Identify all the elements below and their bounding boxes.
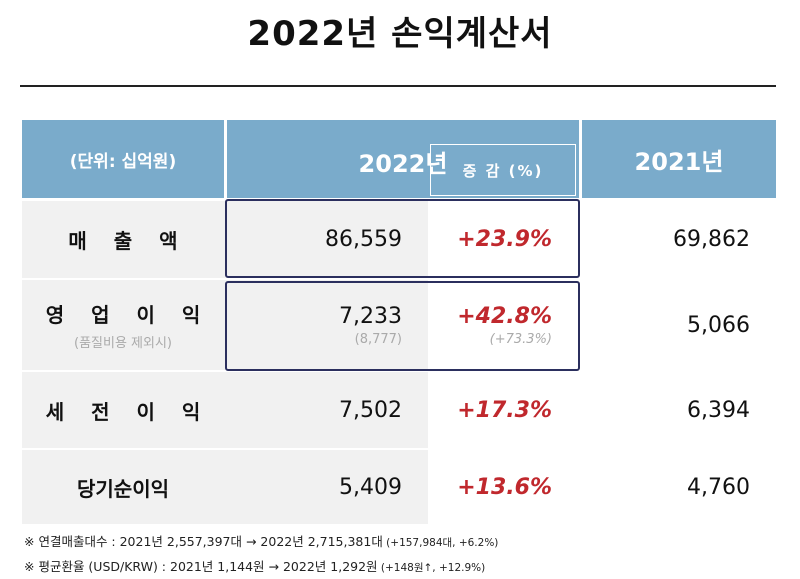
footnote-detail: (+157,984대, +6.2%): [382, 537, 499, 549]
change-value: +42.8%: [457, 303, 552, 329]
row-label-text: 세 전 이 익: [45, 399, 211, 424]
title-divider: [20, 85, 776, 87]
value-2021: 4,760: [687, 474, 750, 500]
header-unit: (단위: 십억원): [22, 120, 224, 198]
row-revenue-2021: 69,862: [582, 201, 776, 278]
row-net-bg: [22, 450, 428, 524]
value-2021: 69,862: [673, 227, 750, 252]
row-pretax-change: +17.3%: [430, 372, 578, 448]
row-revenue-2022: 86,559: [227, 201, 428, 278]
row-net-2021: 4,760: [582, 450, 776, 524]
row-pretax-2022: 7,502: [227, 372, 428, 448]
row-net-label: 당기순이익: [22, 450, 224, 524]
header-year-2022: 2022년: [227, 120, 579, 198]
row-pretax-bg: [22, 372, 428, 448]
row-operating-2022: 7,233 (8,777): [227, 280, 428, 370]
row-net-2022: 5,409: [227, 450, 428, 524]
change-sub: (+73.3%): [489, 331, 552, 347]
change-value: +13.6%: [457, 474, 552, 500]
row-operating-change: +42.8% (+73.3%): [430, 280, 578, 370]
row-operating-label: 영 업 이 익 (품질비용 제외시): [22, 280, 224, 370]
row-net-change: +13.6%: [430, 450, 578, 524]
value-2022: 7,233: [339, 303, 402, 329]
value-2022: 7,502: [339, 397, 402, 423]
highlight-box-revenue: [225, 199, 580, 278]
value-2022: 86,559: [325, 227, 402, 252]
page-title: 2022년 손익계산서: [247, 14, 553, 54]
change-value: +17.3%: [457, 397, 552, 423]
footnote-exchange-rate: ※ 평균환율 (USD/KRW) : 2021년 1,144원 → 2022년 …: [24, 556, 485, 575]
row-label-text: 당기순이익: [77, 476, 169, 501]
footnote-text: ※ 평균환율 (USD/KRW) : 2021년 1,144원 → 2022년 …: [24, 559, 378, 574]
header-year-2021: 2021년: [582, 120, 776, 198]
row-sublabel: (품질비용 제외시): [74, 336, 172, 351]
footnote-sales-volume: ※ 연결매출대수 : 2021년 2,557,397대 → 2022년 2,71…: [24, 531, 498, 550]
row-revenue-label: 매 출 액: [22, 201, 224, 278]
header-change: 증 감 (%): [430, 144, 576, 196]
row-label-text: 영 업 이 익: [45, 303, 211, 327]
change-value: +23.9%: [457, 227, 552, 252]
value-2022: 5,409: [339, 474, 402, 500]
value-2021: 6,394: [687, 397, 750, 423]
value-2022-sub: (8,777): [354, 331, 402, 347]
value-2021: 5,066: [687, 312, 750, 338]
highlight-box-operating: [225, 281, 580, 371]
row-label-text: 매 출 액: [68, 229, 188, 253]
footnote-detail: (+148원↑, +12.9%): [377, 562, 486, 574]
row-revenue-change: +23.9%: [430, 201, 578, 278]
row-pretax-label: 세 전 이 익: [22, 372, 224, 448]
row-pretax-2021: 6,394: [582, 372, 776, 448]
row-operating-2021: 5,066: [582, 280, 776, 370]
footnote-text: ※ 연결매출대수 : 2021년 2,557,397대 → 2022년 2,71…: [24, 534, 383, 549]
